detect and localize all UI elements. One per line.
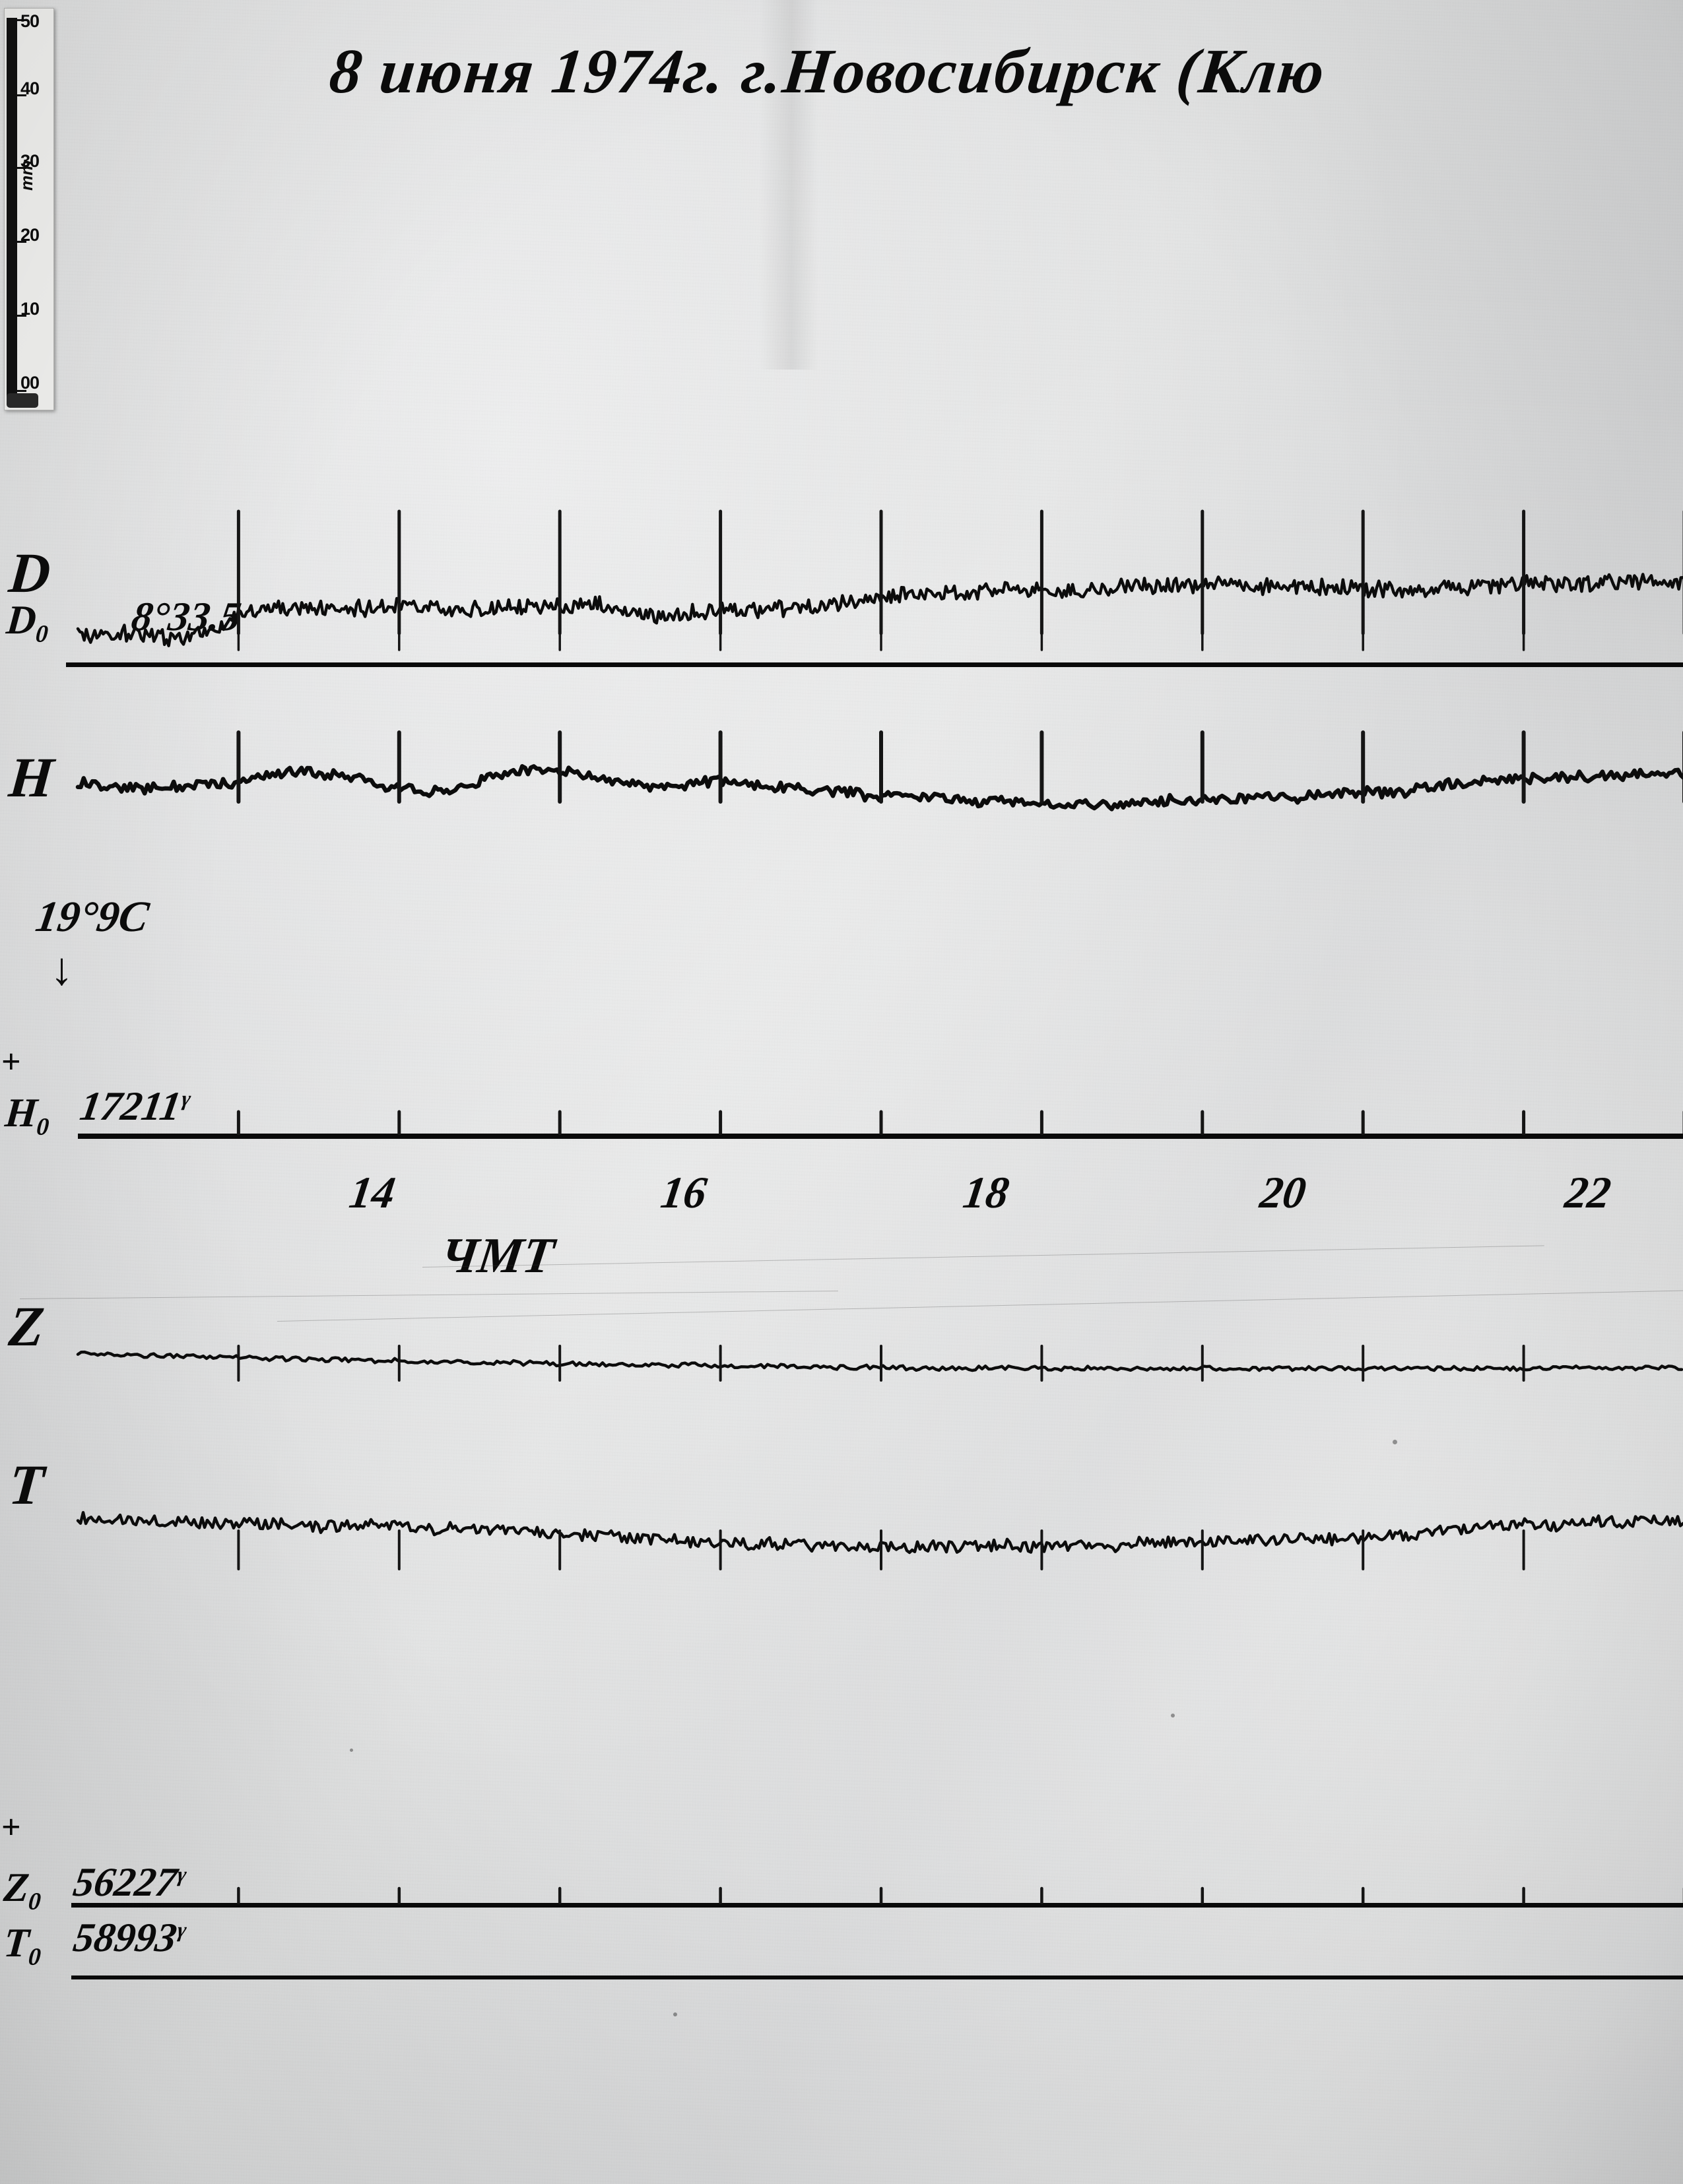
baseline-d [66, 662, 1683, 667]
ruler-label-30: 30 [20, 151, 40, 172]
baseline-z [71, 1903, 1683, 1908]
ruler-label-20: 20 [20, 225, 40, 245]
paper-fold-shadow [759, 0, 818, 369]
ruler-tick-40 [17, 94, 26, 96]
ruler-label-00: 00 [20, 373, 40, 393]
dust-speck-4 [673, 2012, 677, 2016]
ruler-tick-00 [17, 390, 26, 392]
ruler-tick-30 [17, 167, 26, 169]
polarity-plus-h: + [1, 1043, 21, 1081]
ruler-label-50: 50 [20, 11, 40, 32]
polarity-plus-z: + [1, 1808, 21, 1847]
ruler-clip [7, 393, 38, 408]
ruler-black-bar [7, 18, 17, 399]
dust-speck-2 [1171, 1714, 1175, 1718]
ruler-label-10: 10 [20, 299, 40, 319]
temperature-arrow-icon: ↓ [50, 944, 73, 996]
dust-speck-3 [350, 1749, 353, 1752]
ruler-tick-50 [17, 19, 26, 21]
ruler-label-40: 40 [20, 79, 40, 99]
baseline-t [71, 1975, 1683, 1979]
ruler-tick-20 [17, 241, 26, 243]
dust-speck-1 [1393, 1440, 1397, 1444]
baseline-h [78, 1134, 1683, 1139]
millimeter-ruler: 50 40 30 mm 20 10 00 [4, 8, 54, 410]
ruler-tick-10 [17, 315, 26, 317]
